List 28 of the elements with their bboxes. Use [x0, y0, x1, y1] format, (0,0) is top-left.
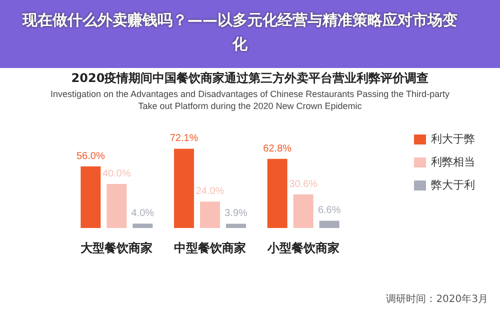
data-label: 4.0% — [131, 208, 154, 220]
bar — [174, 148, 194, 228]
bar — [267, 158, 288, 228]
data-label: 56.0% — [76, 150, 105, 162]
bar — [319, 220, 340, 228]
legend-label: 弊大于利 — [431, 178, 475, 192]
legend-label: 利大于弊 — [431, 132, 475, 146]
x-tick-label: 中型餐饮商家 — [174, 241, 246, 255]
bar — [106, 184, 127, 228]
data-label: 30.6% — [289, 178, 318, 190]
bar — [293, 194, 314, 228]
text: 现在做什么外卖赚钱吗？——以多元化经营与精准策略应对市场变化 — [21, 10, 458, 55]
chart-subtitle: Investigation on the Advantages and Disadvantages of Chinese Restaurants Passing the Third-party Take out Platform during the 2020 New Crown Epidemic — [50, 88, 450, 112]
data-label: 72.1% — [170, 133, 198, 144]
bar — [200, 202, 220, 228]
data-label: 6.6% — [318, 205, 341, 216]
text: 调研时间：2020年3月 — [386, 292, 488, 306]
legend-label: 利弊相当 — [431, 156, 475, 168]
chart-title: 2020疫情期间中国餐饮商家通过第三方外卖平台营业利弊评价调查 — [70, 70, 430, 87]
data-label: 3.9% — [224, 208, 248, 220]
data-label: 24.0% — [196, 186, 224, 198]
bar — [132, 224, 153, 228]
x-tick-label: 大型餐饮商家 — [80, 241, 153, 255]
bar — [80, 166, 101, 228]
bar — [226, 224, 246, 228]
data-label: 40.0% — [102, 168, 131, 180]
data-label: 62.8% — [263, 143, 292, 154]
x-tick-label: 小型餐饮商家 — [266, 241, 340, 255]
